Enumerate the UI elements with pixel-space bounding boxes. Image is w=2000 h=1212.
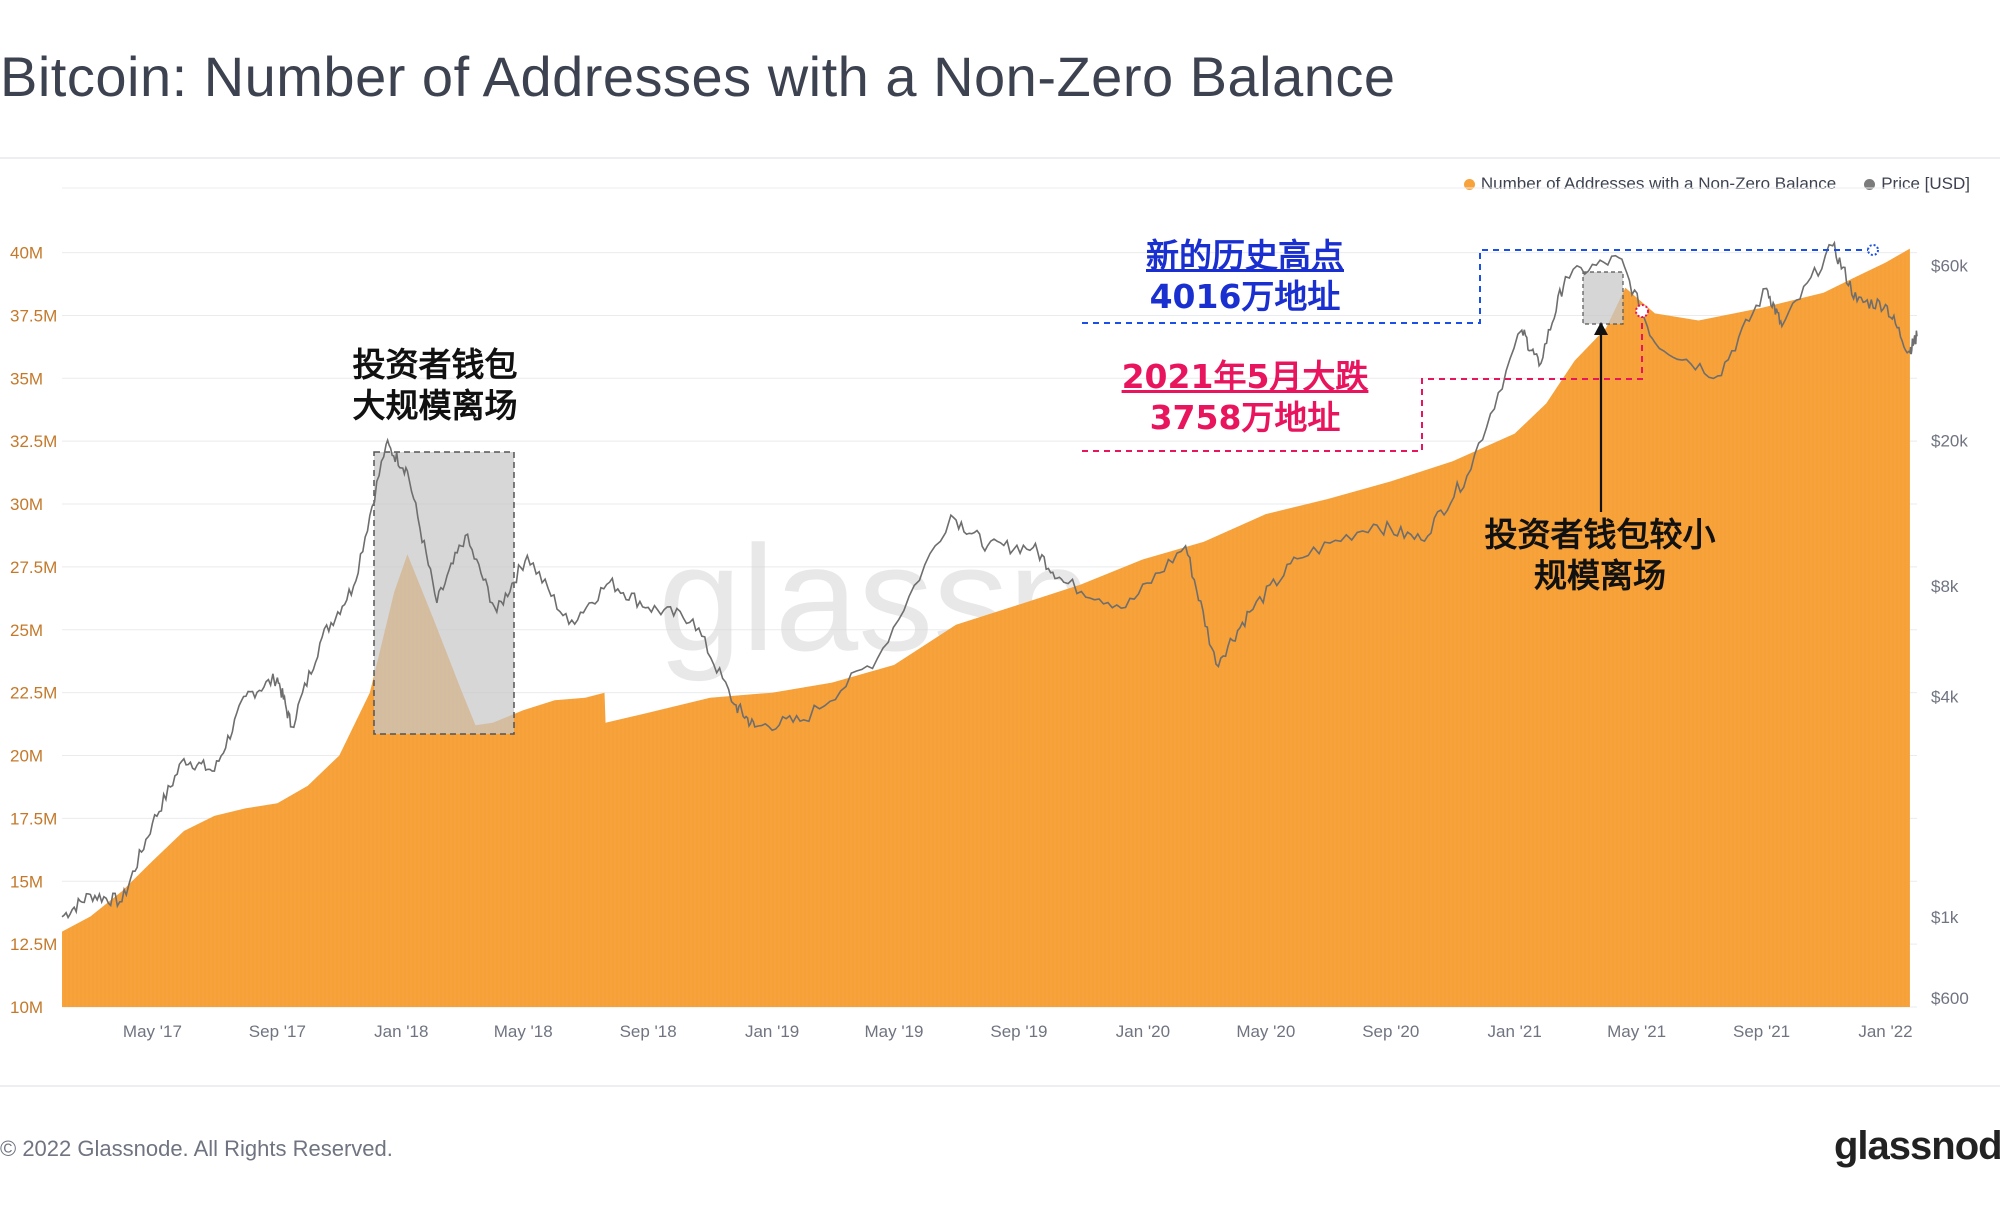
y-axis-left: 10M 12.5M 15M 17.5M 20M 22.5M 25M 27.5M 30M 32.5M… <box>10 244 57 1017</box>
drop-callout-line <box>1082 311 1643 452</box>
x-tick-label: Jan '22 <box>1858 1022 1912 1041</box>
ath-marker <box>1867 244 1879 256</box>
annotation-exit-2021: 投资者钱包较小 规模离场 <box>1460 514 1740 597</box>
x-tick-label: Sep '20 <box>1362 1022 1419 1041</box>
annotation-drop: 2021年5月大跌 3758万地址 <box>1110 356 1380 439</box>
x-tick-label: May '17 <box>123 1022 182 1041</box>
x-tick-label: Sep '21 <box>1733 1022 1790 1041</box>
footer-divider <box>0 1085 2000 1087</box>
annotation-ath-line1: 新的历史高点 <box>1146 236 1344 275</box>
y-tick-label-left: 22.5M <box>10 684 57 703</box>
annotation-ath-line2: 4016万地址 <box>1149 277 1341 317</box>
x-tick-label: May '21 <box>1607 1022 1666 1041</box>
y-tick-label-left: 20M <box>10 747 43 766</box>
annotation-ath: 新的历史高点 4016万地址 <box>1140 235 1350 318</box>
x-tick-label: Jan '20 <box>1116 1022 1170 1041</box>
series-line-price <box>61 240 1918 920</box>
legend-dot-icon <box>1463 178 1475 190</box>
y-tick-label-left: 35M <box>10 369 43 388</box>
x-axis: May '17 Sep '17 Jan '18 May '18 Sep '18 Jan '… <box>123 1022 1913 1041</box>
y-tick-label-right: $8k <box>1931 577 1959 596</box>
y-tick-label-left: 40M <box>10 244 43 263</box>
y-tick-label-right: $60k <box>1931 257 1968 276</box>
y-tick-label-right: $20k <box>1931 431 1968 450</box>
y-tick-label-left: 30M <box>10 495 43 514</box>
page-title: Bitcoin: Number of Addresses with a Non-… <box>0 45 1396 108</box>
footer-logo: glassnode <box>1834 1124 2000 1168</box>
x-tick-label: May '20 <box>1236 1022 1295 1041</box>
x-tick-label: Jan '18 <box>374 1022 428 1041</box>
highlight-box-2021 <box>1582 271 1624 325</box>
y-tick-label-left: 15M <box>10 872 43 891</box>
y-tick-label-right: $600 <box>1931 989 1969 1008</box>
series-area-addresses <box>62 248 1910 1008</box>
x-tick-label: May '19 <box>865 1022 924 1041</box>
header-divider <box>0 157 2000 159</box>
y-axis-right: $600 $1k $4k $8k $20k $60k <box>1931 257 1969 1008</box>
footer-copyright: © 2022 Glassnode. All Rights Reserved. <box>0 1136 393 1161</box>
x-tick-label: Jan '19 <box>745 1022 799 1041</box>
y-tick-label-left: 12.5M <box>10 935 57 954</box>
annotation-drop-line2: 3758万地址 <box>1149 398 1341 438</box>
annotation-exit-2021-line2: 规模离场 <box>1534 556 1666 596</box>
y-tick-label-left: 37.5M <box>10 306 57 325</box>
drop-marker <box>1635 304 1649 318</box>
y-tick-label-left: 25M <box>10 621 43 640</box>
annotation-exit-2021-line1: 投资者钱包较小 <box>1484 515 1716 554</box>
y-tick-label-left: 27.5M <box>10 558 57 577</box>
y-tick-label-right: $1k <box>1931 908 1959 927</box>
annotation-exit-2018: 投资者钱包 大规模离场 <box>330 344 540 427</box>
annotation-drop-line1: 2021年5月大跌 <box>1121 357 1369 396</box>
x-tick-label: Sep '18 <box>620 1022 677 1041</box>
ath-callout-line <box>1082 249 1873 324</box>
x-tick-label: Sep '19 <box>990 1022 1047 1041</box>
x-tick-label: Jan '21 <box>1488 1022 1542 1041</box>
highlight-box-2018 <box>373 451 515 735</box>
x-tick-label: May '18 <box>494 1022 553 1041</box>
annotation-exit-2018-line1: 投资者钱包 <box>352 345 518 384</box>
y-tick-label-left: 17.5M <box>10 809 57 828</box>
arrow-head-icon <box>1594 322 1608 335</box>
annotation-exit-2018-line2: 大规模离场 <box>352 386 518 426</box>
y-tick-label-right: $4k <box>1931 687 1959 706</box>
x-tick-label: Sep '17 <box>249 1022 306 1041</box>
y-tick-label-left: 32.5M <box>10 432 57 451</box>
y-tick-label-left: 10M <box>10 998 43 1017</box>
legend-dot-icon <box>1864 178 1876 190</box>
